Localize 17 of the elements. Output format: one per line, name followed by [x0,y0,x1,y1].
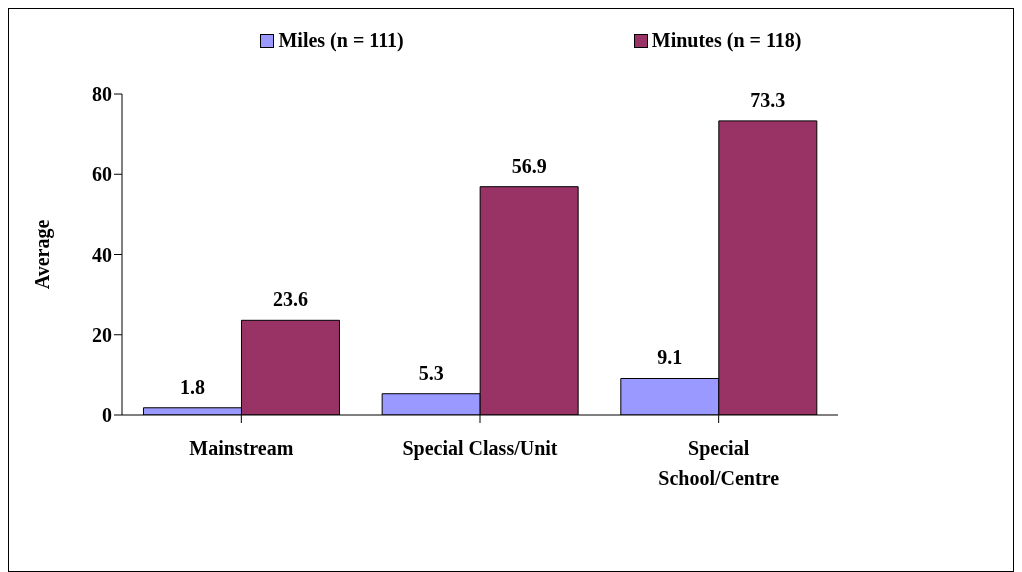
y-tick-label: 80 [92,83,112,106]
x-tick-label: Special Class/Unit [402,437,558,460]
data-label: 73.3 [750,88,786,111]
x-tick-label: Special School/Centre [658,437,780,489]
legend-label: Miles (n = 111) [278,29,404,52]
data-label: 9.1 [657,346,683,369]
data-label: 1.8 [179,375,205,398]
y-tick-label: 0 [102,404,112,427]
data-label: 56.9 [511,154,547,177]
y-tick-label: 20 [92,323,112,346]
y-tick-label: 60 [92,163,112,186]
y-tick-label: 40 [92,243,112,266]
y-axis-title: Average [31,219,55,290]
x-tick-label: Mainstream [189,437,294,459]
data-label: 5.3 [418,361,444,384]
data-label: 23.6 [272,288,308,311]
legend-label: Minutes (n = 118) [651,29,802,52]
